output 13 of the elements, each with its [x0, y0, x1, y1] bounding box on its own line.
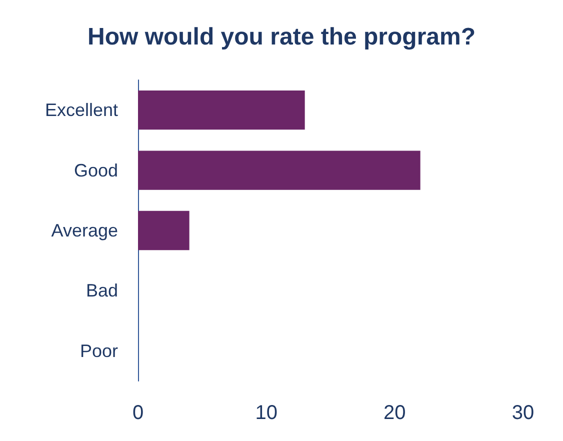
x-tick-label: 0 — [132, 402, 144, 424]
bar — [138, 210, 190, 250]
x-tick-label: 30 — [512, 402, 534, 424]
chart-title: How would you rate the program? — [87, 24, 476, 50]
y-tick-label: Bad — [86, 280, 118, 301]
x-tick-label: 10 — [255, 402, 278, 424]
y-tick-label: Excellent — [44, 100, 118, 120]
bar — [138, 90, 305, 130]
y-tick-label: Poor — [80, 340, 118, 361]
y-tick-label: Average — [51, 220, 118, 240]
y-tick-label: Good — [74, 160, 118, 180]
bar — [138, 150, 420, 190]
x-tick-label: 20 — [384, 402, 406, 424]
